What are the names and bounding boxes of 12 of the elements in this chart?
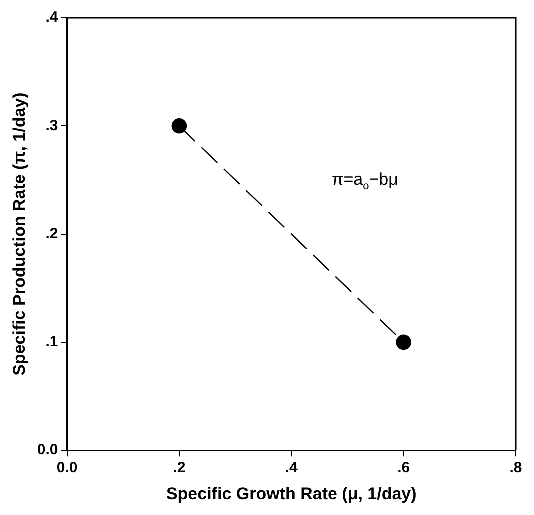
x-tick-label: .6	[398, 460, 410, 477]
x-tick-label: 0.0	[56, 460, 78, 477]
x-tick-label: .2	[173, 460, 186, 477]
x-tick-label: .4	[285, 460, 299, 477]
y-tick-label: .3	[46, 117, 58, 134]
y-tick-label: .2	[46, 225, 58, 242]
y-tick-label: .4	[46, 9, 59, 26]
y-tick-label: 0.0	[37, 442, 58, 459]
x-tick-label: .8	[510, 460, 522, 477]
y-tick-label: .1	[46, 334, 58, 351]
x-axis-title: Specific Growth Rate (μ, 1/day)	[166, 484, 417, 504]
y-axis-title: Specific Production Rate (π, 1/day)	[10, 92, 29, 376]
